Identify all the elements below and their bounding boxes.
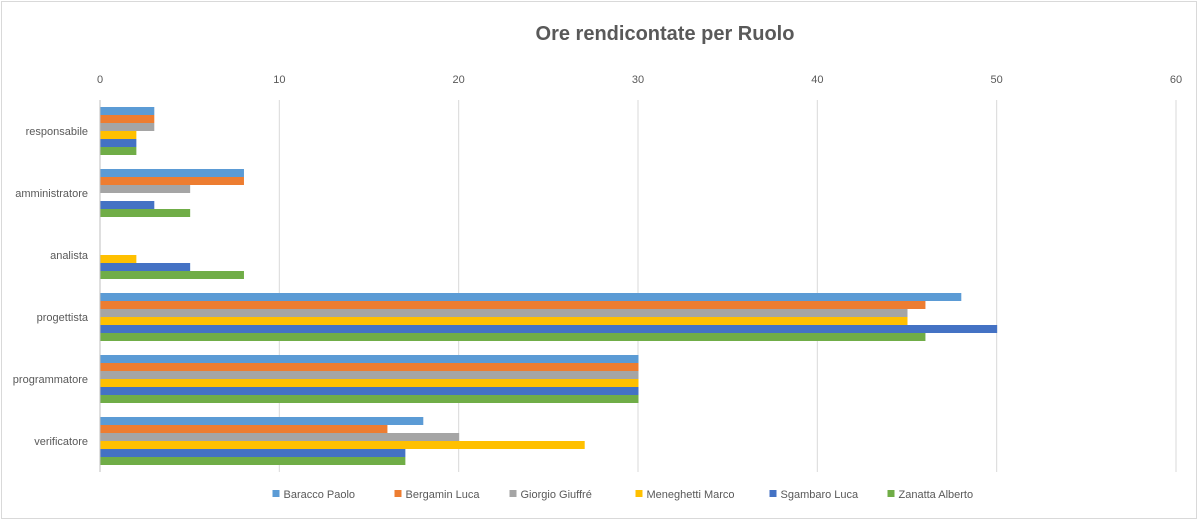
gridlines bbox=[99, 100, 1177, 472]
bar bbox=[100, 355, 639, 363]
bar bbox=[100, 177, 244, 185]
x-tick-label: 10 bbox=[273, 74, 285, 86]
legend-label: Sgambaro Luca bbox=[781, 489, 860, 501]
bar bbox=[100, 371, 639, 379]
legend-label: Bergamin Luca bbox=[406, 489, 481, 501]
legend-swatch bbox=[887, 490, 895, 497]
legend-label: Baracco Paolo bbox=[284, 489, 356, 501]
bar bbox=[100, 271, 244, 279]
bar bbox=[100, 201, 155, 209]
bar bbox=[100, 379, 639, 387]
bar bbox=[100, 387, 639, 395]
bar bbox=[100, 123, 155, 131]
legend-swatch bbox=[769, 490, 777, 497]
y-axis-categories: responsabile amministratore analista proget… bbox=[13, 126, 89, 448]
bar bbox=[100, 301, 926, 309]
x-tick-label: 30 bbox=[632, 74, 644, 86]
category-label: progettista bbox=[37, 312, 89, 324]
bar bbox=[100, 317, 908, 325]
bars bbox=[100, 107, 998, 465]
bar bbox=[100, 255, 137, 263]
legend-swatch bbox=[635, 490, 643, 497]
bar bbox=[100, 333, 926, 341]
bar bbox=[100, 441, 585, 449]
bar bbox=[100, 395, 639, 403]
bar bbox=[100, 139, 137, 147]
bar bbox=[100, 433, 460, 441]
bar bbox=[100, 449, 406, 457]
category-label: verificatore bbox=[34, 436, 88, 448]
category-label: programmatore bbox=[13, 374, 88, 386]
x-tick-label: 20 bbox=[453, 74, 465, 86]
bar bbox=[100, 293, 962, 301]
bar bbox=[100, 417, 424, 425]
bar bbox=[100, 115, 155, 123]
x-tick-label: 50 bbox=[991, 74, 1003, 86]
bar bbox=[100, 185, 191, 193]
bar bbox=[100, 107, 155, 115]
category-label: amministratore bbox=[15, 188, 88, 200]
bar bbox=[100, 425, 388, 433]
legend-label: Meneghetti Marco bbox=[647, 489, 735, 501]
legend-swatch bbox=[509, 490, 517, 497]
bar bbox=[100, 131, 137, 139]
bar bbox=[100, 169, 244, 177]
bar bbox=[100, 147, 137, 155]
legend-label: Zanatta Alberto bbox=[899, 489, 974, 501]
bar bbox=[100, 263, 191, 271]
x-tick-label: 60 bbox=[1170, 74, 1182, 86]
bar bbox=[100, 325, 998, 333]
legend: Baracco Paolo Bergamin Luca Giorgio Giuffr… bbox=[272, 489, 974, 501]
legend-label: Giorgio Giuffré bbox=[521, 489, 592, 501]
bar bbox=[100, 457, 406, 465]
category-label: responsabile bbox=[26, 126, 88, 138]
bar bbox=[100, 363, 639, 371]
category-label: analista bbox=[50, 250, 89, 262]
bar bbox=[100, 209, 191, 217]
chart-title: Ore rendicontate per Ruolo bbox=[536, 23, 795, 45]
x-tick-label: 0 bbox=[97, 74, 103, 86]
x-axis-ticks: 0 10 20 30 40 50 60 bbox=[97, 74, 1182, 86]
bar bbox=[100, 309, 908, 317]
x-tick-label: 40 bbox=[811, 74, 823, 86]
legend-swatch bbox=[394, 490, 402, 497]
legend-swatch bbox=[272, 490, 280, 497]
